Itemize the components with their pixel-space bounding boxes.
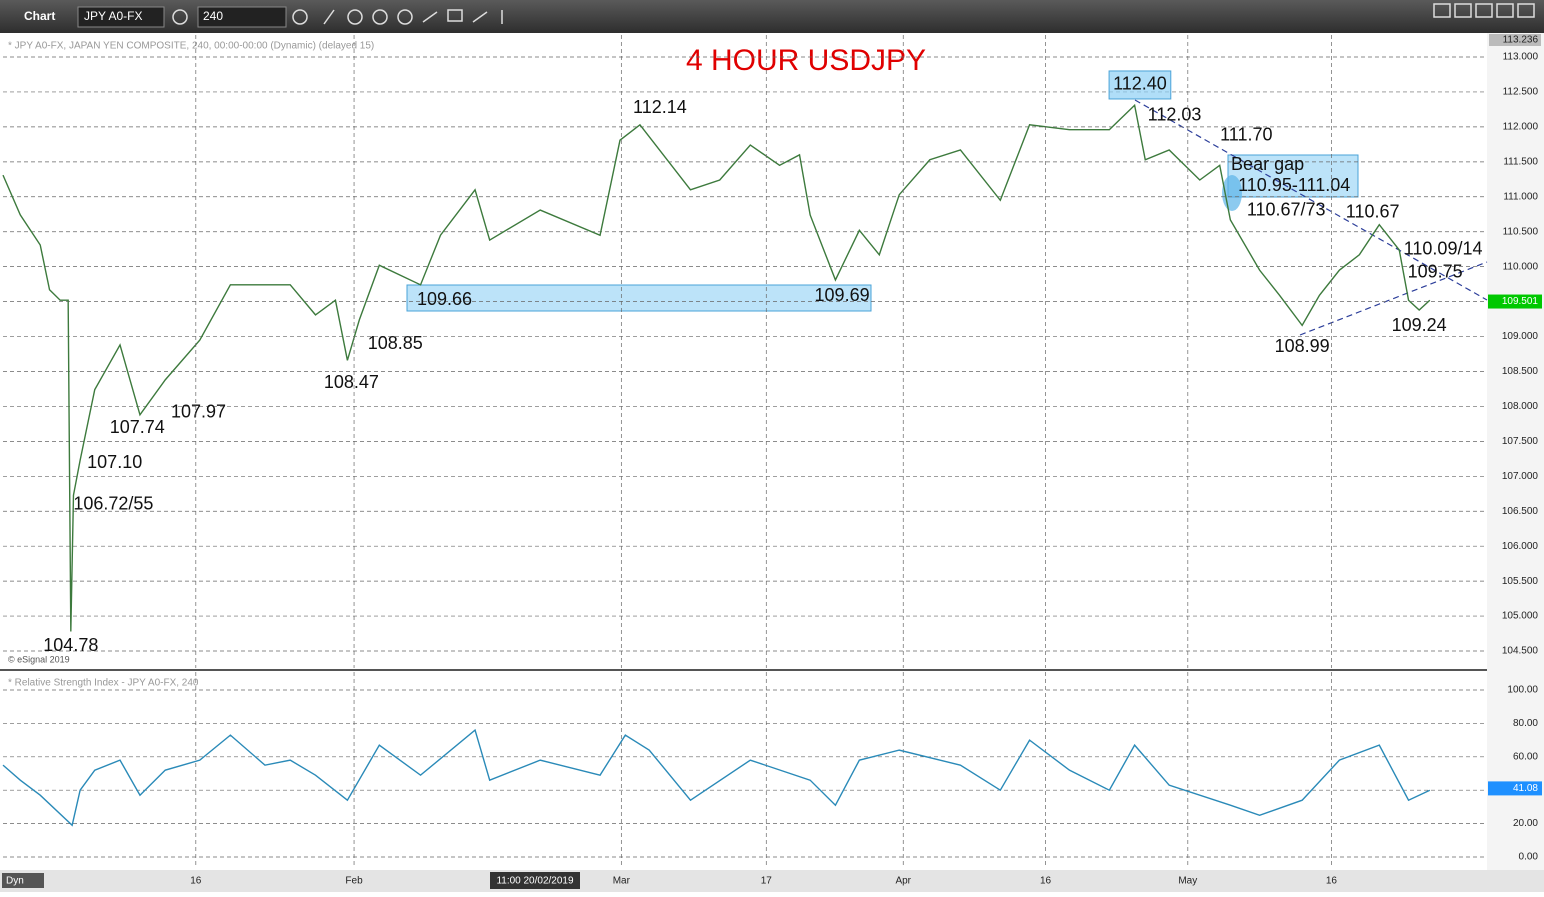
annotation: 107.97 [171,401,226,421]
y-tick-label: 110.500 [1503,226,1539,237]
interval: 240 [203,9,223,23]
x-tick-label: 16 [1040,876,1052,887]
axis-high: 113.236 [1503,35,1539,46]
y-tick-label: 108.500 [1502,366,1539,377]
annotation: 108.99 [1275,336,1330,356]
credit: © eSignal 2019 [8,654,70,664]
time-axis [0,870,1544,892]
support-zone [406,284,872,312]
annotation-box [1108,70,1172,100]
y-tick-label: 113.000 [1503,52,1539,63]
annotation: 107.74 [110,417,165,437]
mode: Dyn [6,876,24,887]
annotation: 107.10 [87,452,142,472]
y-tick-label: 0.00 [1519,852,1539,863]
x-tick-label: 16 [1326,876,1338,887]
annotation: 109.69 [815,285,870,305]
x-tick-label: Apr [895,876,911,887]
y-tick-label: 112.500 [1503,87,1539,98]
interval-input[interactable] [197,6,287,28]
y-tick-label: 109.000 [1502,331,1539,342]
y-tick-label: 100.00 [1507,685,1538,696]
annotation: 108.47 [324,372,379,392]
last-value: 109.501 [1502,296,1539,307]
annotation: 110.09/14 [1404,239,1483,259]
rsi-title: * Relative Strength Index - JPY A0-FX, 2… [8,678,199,689]
annotation: 108.85 [368,333,423,353]
annotation: 111.70 [1220,125,1272,145]
annotation: 112.03 [1148,104,1202,124]
annotation: 112.40 [1113,74,1167,94]
mode-button[interactable] [2,873,44,888]
x-tick-label: Feb [345,876,363,887]
annotation: 112.14 [633,97,687,117]
y-tick-label: 106.500 [1502,506,1539,517]
y-tick-label: 105.500 [1502,576,1539,587]
y-tick-label: 105.000 [1502,611,1539,622]
y-tick-label: 111.500 [1503,156,1538,167]
toolbar-icons[interactable] [172,3,1535,25]
y-tick-label: 111.000 [1503,191,1538,202]
annotation: 110.67 [1346,202,1400,222]
y-tick-label: 110.000 [1503,261,1539,272]
x-tick-label: May [1178,876,1197,887]
annotation: 110.67/73 [1247,200,1326,220]
y-tick-label: 20.00 [1513,818,1538,829]
y-tick-label: 107.500 [1502,436,1539,447]
symbol-input[interactable] [77,6,165,28]
annotation: 106.72/55 [73,494,153,514]
app-title: Chart [24,9,55,23]
annotation: 109.24 [1392,315,1447,335]
annotation: 110.95-111.04 [1238,175,1350,195]
chart-title: 4 HOUR USDJPY [686,44,926,77]
price-axis [1487,33,1544,870]
x-tick-label: 17 [761,876,773,887]
annotation: Bear gap [1231,154,1304,174]
y-tick-label: 112.000 [1503,122,1539,133]
symbol: JPY A0-FX [84,9,142,23]
cursor-box [490,872,580,889]
last-value: 41.08 [1513,783,1538,794]
y-tick-label: 107.000 [1502,471,1539,482]
y-tick-label: 106.000 [1502,541,1539,552]
last-value-box [1488,781,1542,796]
price-line [2,103,1431,632]
x-tick-label: Mar [613,876,631,887]
chart-subtitle: * JPY A0-FX, JAPAN YEN COMPOSITE, 240, 0… [8,41,374,52]
annotation: 104.78 [43,635,98,655]
y-tick-label: 104.500 [1502,646,1539,657]
y-tick-label: 108.000 [1502,401,1539,412]
y-tick-label: 80.00 [1513,718,1538,729]
axis-high-box [1489,34,1541,46]
x-tick-label: 16 [190,876,202,887]
annotation: 109.75 [1408,262,1463,282]
annotation: 109.66 [417,289,472,309]
price-line [2,728,1431,827]
last-value-box [1488,294,1542,309]
y-tick-label: 60.00 [1513,751,1538,762]
cursor-label: 11:00 20/02/2019 [496,876,574,887]
